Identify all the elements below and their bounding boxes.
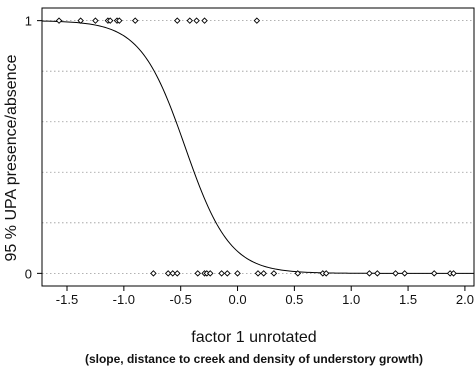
- data-point: [194, 270, 201, 277]
- chart-caption: (slope, distance to creek and density of…: [85, 352, 423, 366]
- data-points: [55, 17, 457, 277]
- x-tick-label: 2.0: [456, 292, 474, 307]
- axis-ticks: [37, 20, 466, 291]
- data-point: [164, 270, 172, 277]
- data-point: [169, 270, 176, 277]
- x-tick-label: 1.5: [399, 292, 417, 307]
- data-point: [207, 270, 214, 277]
- x-tick-labels: -1.5 -1.0 -0.5 0.0 0.5 1.0 1.5 2.0: [56, 292, 474, 307]
- data-point: [401, 270, 408, 277]
- y-tick-label: 0: [25, 266, 32, 281]
- data-point: [77, 17, 84, 24]
- x-tick-label: 0.0: [228, 292, 246, 307]
- data-point: [116, 17, 123, 24]
- data-point: [392, 270, 399, 277]
- data-point: [218, 270, 225, 277]
- x-tick-label: -0.5: [169, 292, 191, 307]
- data-point: [260, 270, 267, 277]
- x-tick-label: -1.5: [56, 292, 78, 307]
- data-point: [92, 17, 99, 24]
- x-axis-title: factor 1 unrotated: [191, 329, 316, 346]
- data-point: [294, 270, 302, 277]
- x-tick-label: -1.0: [113, 292, 135, 307]
- y-axis-title: 95 % UPA presence/absence: [3, 54, 20, 261]
- data-point: [55, 17, 63, 24]
- data-point: [131, 17, 139, 24]
- y-tick-labels: 01: [25, 14, 32, 282]
- data-point: [106, 17, 114, 24]
- data-point: [174, 17, 181, 24]
- data-point: [253, 17, 261, 24]
- data-point: [193, 17, 200, 24]
- data-point: [366, 270, 373, 277]
- data-point: [201, 17, 208, 24]
- y-tick-label: 1: [25, 14, 32, 29]
- data-point: [430, 270, 438, 277]
- data-point: [450, 270, 457, 277]
- data-point: [186, 17, 194, 24]
- data-point: [150, 270, 157, 277]
- data-point: [270, 270, 278, 277]
- data-point: [174, 270, 181, 277]
- data-point: [224, 270, 231, 277]
- data-point: [374, 270, 381, 277]
- gridlines: [42, 20, 474, 274]
- plot-frame: [41, 7, 475, 287]
- data-point: [322, 270, 330, 277]
- logistic-fit-curve: [41, 20, 474, 274]
- x-tick-label: 1.0: [342, 292, 360, 307]
- x-tick-label: 0.5: [285, 292, 303, 307]
- data-point: [234, 270, 241, 277]
- data-point: [254, 270, 262, 277]
